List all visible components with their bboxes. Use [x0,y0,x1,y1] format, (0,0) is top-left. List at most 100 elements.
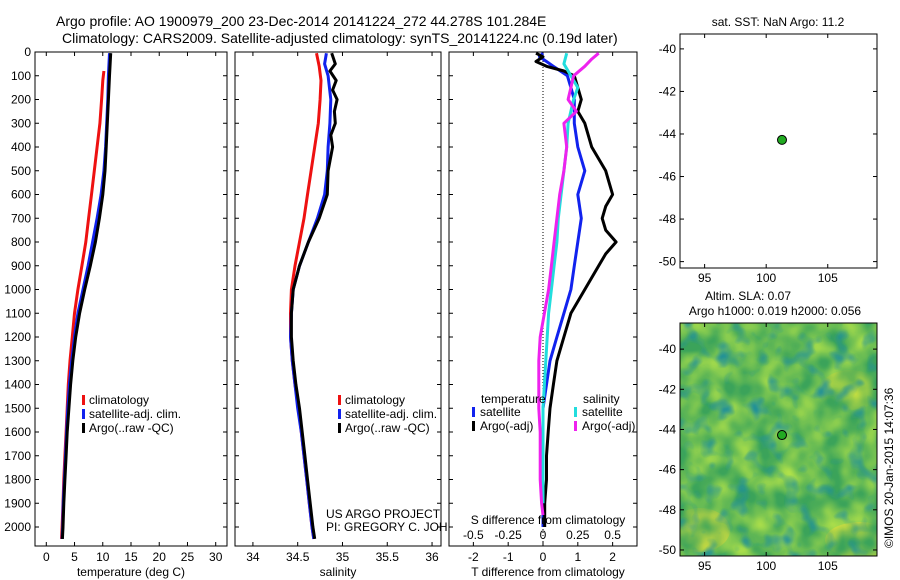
header-line-2: Climatology: CARS2009. Satellite-adjuste… [62,30,618,46]
salinity-y-ticks [235,51,441,528]
map-y-tick-label: -46 [659,170,677,184]
s-diff-tick-label: 0 [540,528,547,542]
x-tick-label: 0 [540,550,547,564]
legend-swatch [472,421,475,431]
s-diff-tick-label: -0.5 [463,528,484,542]
header-line-1: Argo profile: AO 1900979_200 23-Dec-2014… [56,13,546,29]
legend-label: satellite [582,405,623,419]
location-map-panel: sat. SST: NaN Argo: 11.2 -40 -42 -44 -46 -48… [659,15,878,285]
legend-label: satellite [480,405,521,419]
x-tick-label: 34 [246,550,260,564]
x-tick-label: 30 [209,550,223,564]
depth-tick-label: 400 [11,140,31,154]
location-map-axes: -40 -42 -44 -46 -48 -50 95 100 105 [659,34,877,285]
legend-swatch [82,395,85,405]
salinity-panel: 34 34.5 35 35.5 36 climatologysatellite-adj.… [234,51,482,579]
location-map-points [776,134,787,145]
s-diff-tick-label: 0.25 [566,528,590,542]
salinity-lines [289,52,339,540]
legend-swatch [338,423,341,433]
float-position-marker [776,430,787,441]
float-position-marker [776,134,787,145]
x-tick-label: 2 [609,550,616,564]
depth-tick-label: 300 [11,116,31,130]
altimetry-title-1: Altim. SLA: 0.07 [705,289,791,303]
legend-label: satellite-adj. clim. [345,407,437,421]
map-x-tick-label: 95 [698,271,712,285]
salinity-axes-frame [234,51,442,547]
altimetry-heatmap [680,323,877,556]
map-y-tick-label: -48 [659,503,677,517]
s-diff-tick-label: -0.25 [495,528,523,542]
map-y-tick-label: -50 [659,543,677,557]
depth-tick-label: 1400 [4,378,31,392]
depth-tick-label: 100 [11,69,31,83]
depth-tick-label: 1700 [4,449,31,463]
altimetry-map-axes: -40 -42 -44 -46 -48 -50 95 100 105 [659,323,877,573]
depth-tick-label: 1000 [4,283,31,297]
location-map-title: sat. SST: NaN Argo: 11.2 [712,15,845,29]
legend-label: climatology [345,393,405,407]
legend-swatch [472,407,475,417]
series-line-satellite [541,52,580,504]
legend-label: Argo(..raw -QC) [89,421,174,435]
temperature-panel: 0100200300400500600700800900100011001200… [4,45,228,579]
depth-tick-label: 2000 [4,520,31,534]
x-tick-label: 5 [71,550,78,564]
legend-label: Argo(-adj) [480,419,533,433]
altimetry-map-points [776,430,787,441]
map-x-tick-label: 105 [818,559,838,573]
map-y-tick-label: -44 [659,422,677,436]
legend-header-salinity: salinity [583,392,620,406]
legend-label: Argo(-adj) [582,419,635,433]
depth-tick-label: 1200 [4,330,31,344]
x-tick-label: -1 [503,550,514,564]
map-y-tick-label: -46 [659,463,677,477]
x-tick-label: 35.5 [376,550,400,564]
depth-tick-label: 1100 [5,306,31,320]
location-map-frame [679,33,878,269]
map-y-tick-label: -42 [659,84,677,98]
legend-swatch [82,423,85,433]
map-y-tick-label: -42 [659,382,677,396]
depth-tick-label: 1500 [4,401,31,415]
difference-y-ticks [449,51,637,528]
series-line-argo-raw-qc- [289,52,339,540]
depth-tick-label: 200 [11,93,31,107]
depth-tick-label: 1900 [4,496,31,510]
x-tick-label: 15 [124,550,138,564]
heatmap-teal-texture [680,323,877,556]
legend-label: Argo(..raw -QC) [345,421,430,435]
depth-tick-label: 700 [11,211,31,225]
depth-tick-label: 500 [11,164,31,178]
x-tick-label: 25 [181,550,195,564]
depth-tick-label: 1300 [4,354,31,368]
x-tick-label: 36 [425,550,439,564]
legend-swatch [574,421,577,431]
legend-swatch [338,409,341,419]
altimetry-map-panel: Altim. SLA: 0.07 Argo h1000: 0.019 h2000… [659,289,878,573]
x-tick-label: 1 [574,550,581,564]
altimetry-title-2: Argo h1000: 0.019 h2000: 0.056 [689,304,861,318]
map-y-tick-label: -40 [659,42,677,56]
legend-swatch [574,407,577,417]
temperature-x-axis: 0 5 10 15 20 25 30 [43,52,223,564]
depth-tick-label: 1800 [4,473,31,487]
legend-swatch [82,409,85,419]
altimetry-map-frame [679,322,878,557]
difference-lines [534,52,618,527]
map-x-tick-label: 105 [818,271,838,285]
map-y-tick-label: -44 [659,127,677,141]
legend-swatch [338,395,341,405]
map-y-tick-label: -50 [659,255,677,269]
temperature-x-label: temperature (deg C) [77,565,185,579]
series-line-argo-adj- [537,52,600,516]
legend-label: satellite-adj. clim. [89,407,181,421]
series-line-argo-raw-qc- [60,53,113,539]
x-tick-label: 0 [43,550,50,564]
x-tick-label: 34.5 [286,550,310,564]
legend-label: climatology [89,393,149,407]
salinity-x-axis: 34 34.5 35 35.5 36 [246,52,439,564]
